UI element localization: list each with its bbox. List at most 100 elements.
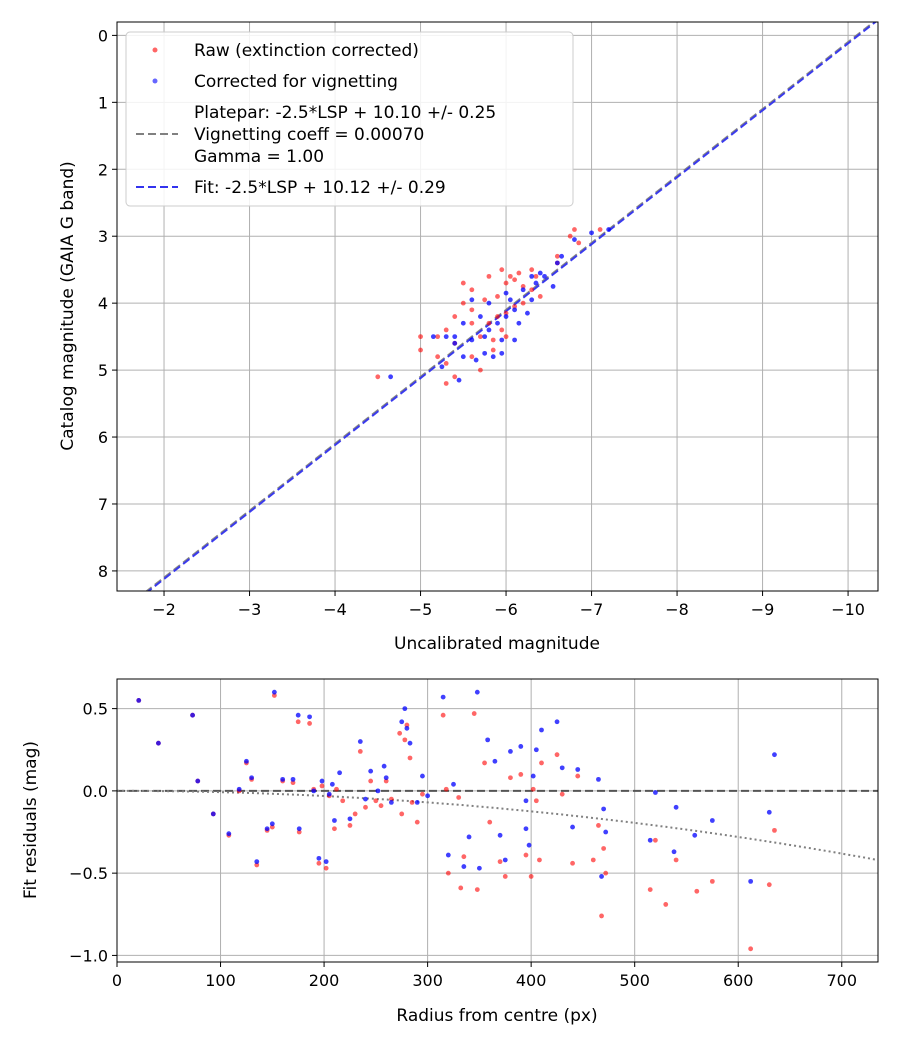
top-raw-point bbox=[486, 320, 492, 326]
bottom-corrected-point bbox=[347, 816, 353, 822]
bottom-raw-point bbox=[357, 748, 363, 754]
bottom-corrected-point bbox=[596, 776, 601, 782]
residuals-chart: 0 100 200 300 400 500 600 700 0.5 0.0 −0.5 −1.0 Ra… bbox=[21, 678, 879, 1026]
bottom-corrected-point bbox=[368, 768, 374, 774]
bottom-raw-point bbox=[772, 827, 777, 833]
top-raw-point bbox=[418, 347, 423, 353]
bottom-corrected-point bbox=[445, 852, 451, 858]
top-corrected-point bbox=[589, 230, 594, 236]
bottom-raw-point bbox=[402, 737, 408, 743]
bottom-corrected-point bbox=[337, 770, 343, 776]
top-raw-point bbox=[567, 233, 573, 239]
bottom-corrected-point bbox=[530, 773, 536, 779]
legend-box bbox=[125, 31, 574, 207]
top-corrected-point bbox=[460, 320, 466, 326]
bottom-raw-point bbox=[269, 824, 275, 830]
bottom-raw-point bbox=[518, 772, 524, 777]
bottom-corrected-point bbox=[363, 796, 368, 802]
bottom-corrected-point bbox=[440, 694, 446, 700]
top-raw-point bbox=[499, 267, 505, 273]
top-raw-point bbox=[375, 374, 381, 380]
bottom-corrected-point bbox=[748, 878, 754, 884]
bottom-corrected-point bbox=[156, 740, 161, 746]
legend-raw-marker bbox=[152, 47, 158, 53]
bottom-corrected-point bbox=[673, 804, 679, 810]
bottom-corrected-point bbox=[709, 818, 715, 823]
top-raw-point bbox=[537, 294, 543, 299]
top-y-tick-label: 1 bbox=[98, 93, 108, 112]
bottom-raw-point bbox=[340, 798, 346, 804]
legend-gamma-label: Gamma = 1.00 bbox=[194, 147, 324, 167]
top-raw-point bbox=[435, 354, 441, 360]
bottom-y-tick-label: 0.5 bbox=[83, 700, 108, 719]
top-y-tick-label: 3 bbox=[98, 227, 108, 246]
top-raw-point bbox=[482, 297, 488, 303]
bottom-raw-point bbox=[347, 823, 353, 828]
bottom-corrected-point bbox=[404, 725, 410, 731]
top-corrected-point bbox=[512, 307, 518, 313]
bottom-corrected-point bbox=[599, 874, 604, 879]
top-raw-point bbox=[576, 240, 582, 246]
bottom-corrected-point bbox=[407, 740, 413, 746]
bottom-corrected-point bbox=[296, 826, 302, 832]
bottom-corrected-point bbox=[603, 829, 609, 835]
bottom-corrected-point bbox=[311, 788, 317, 794]
bottom-corrected-point bbox=[772, 752, 777, 758]
bottom-corrected-point bbox=[485, 737, 491, 743]
top-corrected-point bbox=[554, 260, 560, 266]
top-raw-point bbox=[490, 347, 496, 353]
bottom-raw-point bbox=[334, 786, 339, 792]
top-corrected-point bbox=[512, 337, 518, 343]
bottom-raw-point bbox=[443, 786, 449, 792]
top-raw-point bbox=[418, 334, 423, 340]
top-corrected-point bbox=[460, 354, 466, 360]
bottom-corrected-point bbox=[451, 781, 456, 787]
bottom-raw-point bbox=[482, 760, 487, 766]
bottom-raw-point bbox=[487, 819, 493, 825]
top-raw-point bbox=[460, 280, 466, 286]
bottom-corrected-point bbox=[254, 859, 260, 865]
bottom-raw-point bbox=[474, 887, 480, 893]
top-x-tick-label: −4 bbox=[323, 600, 347, 619]
bottom-corrected-point bbox=[533, 747, 539, 753]
bottom-raw-point bbox=[709, 878, 715, 884]
top-corrected-point bbox=[529, 273, 535, 279]
top-y-axis-label: Catalog magnitude (GAIA G band) bbox=[58, 161, 78, 451]
top-x-tick-label: −6 bbox=[494, 600, 518, 619]
bottom-corrected-point bbox=[523, 826, 529, 832]
bottom-corrected-point bbox=[323, 859, 329, 865]
legend-platepar-label: Platepar: -2.5*LSP + 10.10 +/- 0.25 bbox=[194, 103, 496, 123]
bottom-raw-point bbox=[397, 730, 403, 736]
top-raw-point bbox=[499, 327, 505, 333]
top-corrected-point bbox=[477, 314, 483, 319]
top-corrected-point bbox=[439, 364, 445, 370]
bottom-corrected-point bbox=[414, 800, 420, 805]
top-raw-point bbox=[597, 227, 603, 232]
bottom-raw-point bbox=[601, 846, 607, 851]
top-raw-point bbox=[507, 273, 513, 279]
top-corrected-point bbox=[456, 377, 462, 383]
bottom-raw-point bbox=[307, 721, 312, 726]
legend: Raw (extinction corrected) Corrected for… bbox=[125, 31, 574, 207]
bottom-raw-point bbox=[530, 786, 536, 792]
top-y-ticks: 0 1 2 3 4 5 6 7 8 bbox=[98, 26, 117, 581]
bottom-corrected-point bbox=[539, 727, 544, 733]
bottom-x-ticks: 0 100 200 300 400 500 600 700 bbox=[112, 962, 857, 990]
top-y-tick-label: 6 bbox=[98, 428, 108, 447]
top-x-ticks: −2 −3 −4 −5 −6 −7 −8 −9 −10 bbox=[152, 591, 865, 619]
top-corrected-point bbox=[550, 284, 556, 289]
bottom-raw-point bbox=[414, 819, 420, 825]
bottom-corrected-point bbox=[264, 826, 270, 832]
bottom-raw-point bbox=[295, 719, 301, 725]
bottom-vignetting-curve bbox=[117, 789, 878, 861]
bottom-corrected-point bbox=[420, 773, 425, 779]
bottom-raw-point bbox=[368, 778, 374, 784]
bottom-y-tick-label: −0.5 bbox=[69, 864, 108, 883]
bottom-raw-point bbox=[296, 829, 302, 835]
bottom-raw-point bbox=[316, 860, 322, 866]
bottom-raw-point bbox=[471, 711, 477, 716]
bottom-corrected-point bbox=[271, 689, 277, 695]
bottom-raw-point bbox=[694, 888, 700, 894]
top-x-tick-label: −5 bbox=[409, 600, 433, 619]
top-raw-point bbox=[469, 320, 475, 326]
